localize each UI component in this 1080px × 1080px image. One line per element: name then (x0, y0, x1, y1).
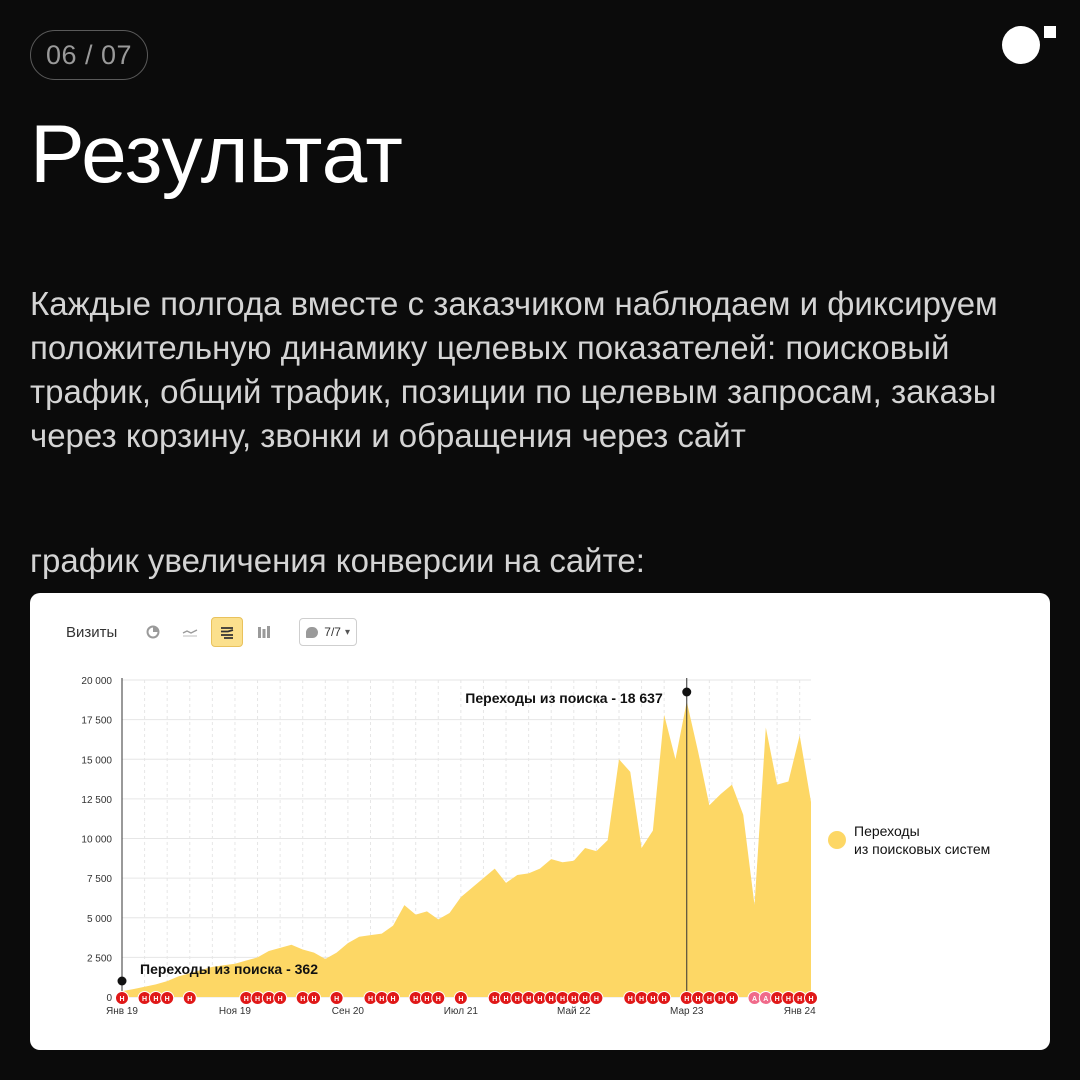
event-marker (307, 991, 322, 1005)
segments-value: 7/7 (324, 625, 341, 639)
event-marker-label: Н (684, 996, 689, 1003)
y-tick-label: 15 000 (81, 755, 112, 766)
brand-logo (1000, 24, 1060, 66)
y-tick-label: 20 000 (81, 676, 112, 687)
event-marker (804, 991, 818, 1005)
annotation-label: Переходы из поиска - 18 637 (465, 690, 663, 706)
event-marker (431, 991, 446, 1005)
event-marker-label: Н (436, 996, 441, 1003)
event-marker-label: Н (424, 996, 429, 1003)
area-series (122, 701, 811, 997)
y-tick-label: 2 500 (87, 953, 112, 964)
event-marker-label: Н (808, 996, 813, 1003)
x-tick-label: Ноя 19 (219, 1006, 252, 1017)
event-marker-label: Н (515, 996, 520, 1003)
x-tick-label: Мар 23 (670, 1006, 704, 1017)
event-marker-label: Н (300, 996, 305, 1003)
event-marker-label: Н (583, 996, 588, 1003)
event-marker-label: Н (278, 996, 283, 1003)
chevron-down-icon: ▾ (344, 626, 351, 638)
area-chart: 0 2 500 5 000 7 500 10 000 12 500 15 000 17 500… (81, 676, 818, 1017)
y-tick-label: 17 500 (81, 716, 112, 727)
comment-icon (306, 626, 319, 638)
segments-dropdown[interactable]: 7/7 ▾ (299, 618, 358, 646)
x-tick-label: Июл 21 (444, 1006, 479, 1017)
event-marker-label: Н (718, 996, 723, 1003)
event-marker-label: Н (526, 996, 531, 1003)
line-chart-icon[interactable] (174, 617, 206, 647)
event-marker-label: Н (311, 996, 316, 1003)
event-marker-label: Н (797, 996, 802, 1003)
event-marker-label: Н (571, 996, 576, 1003)
event-marker-label: Н (368, 996, 373, 1003)
event-marker (589, 991, 604, 1005)
event-marker-label: Н (119, 996, 124, 1003)
event-marker-label: Н (775, 996, 780, 1003)
chart-card: Визиты 7/7 ▾ 0 2 500 5 000 7 500 10 000 12 50… (30, 593, 1050, 1050)
slide-counter: 06 / 07 (30, 30, 148, 80)
lead-paragraph: Каждые полгода вместе с заказчиком наблю… (30, 285, 998, 454)
legend-swatch (828, 831, 846, 849)
event-marker-label: Н (165, 996, 170, 1003)
event-marker-label: Н (696, 996, 701, 1003)
y-tick-label: 5 000 (87, 914, 112, 925)
x-tick-label: Янв 24 (784, 1006, 816, 1017)
chart-legend[interactable]: Переходы из поисковых систем (828, 822, 1034, 858)
event-marker-label: Н (142, 996, 147, 1003)
event-marker-label: Н (537, 996, 542, 1003)
event-marker-label: Н (662, 996, 667, 1003)
event-marker-label: Н (244, 996, 249, 1003)
event-marker-label: Н (560, 996, 565, 1003)
event-marker-label: Н (413, 996, 418, 1003)
page-title: Результат (30, 109, 403, 200)
pie-chart-icon[interactable] (137, 617, 169, 647)
event-marker (386, 991, 401, 1005)
event-marker-label: Н (707, 996, 712, 1003)
x-tick-label: Май 22 (557, 1006, 591, 1017)
event-marker-label: Н (639, 996, 644, 1003)
event-marker-label: Н (187, 996, 192, 1003)
event-marker-label: Н (391, 996, 396, 1003)
event-marker-label: Н (334, 996, 339, 1003)
event-marker-label: Н (379, 996, 384, 1003)
area-chart-icon[interactable] (211, 617, 244, 647)
bar-chart-icon[interactable] (248, 617, 280, 647)
event-marker (115, 991, 129, 1005)
event-marker-label: Н (504, 996, 509, 1003)
event-marker-label: А (752, 996, 757, 1003)
annotation-pin (682, 687, 692, 697)
event-marker (657, 991, 672, 1005)
chart-toolbar: Визиты 7/7 ▾ (66, 617, 358, 647)
event-marker-label: Н (458, 996, 463, 1003)
event-marker-label: Н (255, 996, 260, 1003)
event-marker (453, 991, 468, 1005)
x-tick-label: Янв 19 (106, 1006, 138, 1017)
event-marker (160, 991, 175, 1005)
event-marker-label: Н (266, 996, 271, 1003)
event-marker-label: Н (153, 996, 158, 1003)
event-marker-label: А (763, 996, 768, 1003)
metric-selector[interactable]: Визиты (66, 623, 118, 641)
chart-caption: график увеличения конверсии на сайте: (30, 542, 645, 579)
annotation-pin (117, 976, 127, 986)
event-marker-label: Н (549, 996, 554, 1003)
event-marker (182, 991, 197, 1005)
legend-label: Переходы из поисковых систем (854, 823, 991, 857)
y-tick-label: 12 500 (81, 795, 112, 806)
y-tick-label: 0 (106, 993, 112, 1004)
y-tick-label: 10 000 (81, 835, 112, 846)
event-marker-label: Н (628, 996, 633, 1003)
event-marker-label: Н (650, 996, 655, 1003)
x-tick-label: Сен 20 (332, 1006, 365, 1017)
event-marker-label: Н (594, 996, 599, 1003)
event-marker-label: Н (729, 996, 734, 1003)
annotation-label: Переходы из поиска - 362 (140, 961, 318, 977)
event-marker (724, 991, 739, 1005)
event-marker (273, 991, 288, 1005)
y-tick-label: 7 500 (87, 874, 112, 885)
event-marker-label: Н (786, 996, 791, 1003)
event-marker-label: Н (492, 996, 497, 1003)
event-marker (329, 991, 344, 1005)
